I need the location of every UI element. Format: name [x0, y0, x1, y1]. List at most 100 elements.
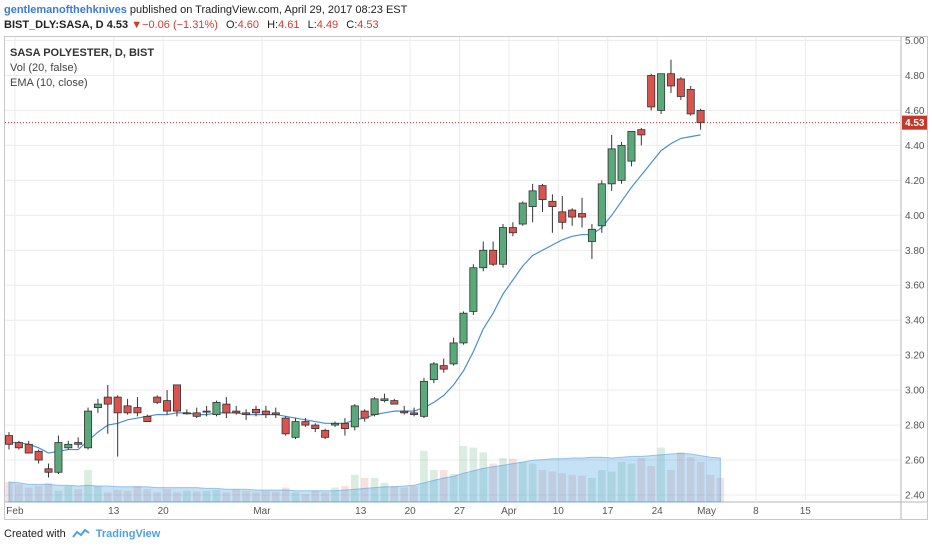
y-tick-label: 3.00: [905, 386, 925, 397]
candle-body[interactable]: [617, 144, 626, 181]
candle-body[interactable]: [113, 396, 122, 414]
candle-body[interactable]: [232, 410, 241, 414]
x-tick-label: 20: [158, 506, 170, 517]
candle-body[interactable]: [212, 401, 221, 415]
volume-bar: [24, 487, 33, 502]
candle-body[interactable]: [222, 403, 231, 414]
candle-body[interactable]: [143, 415, 152, 422]
candle-body[interactable]: [449, 342, 458, 365]
legend-ema[interactable]: EMA (10, close): [10, 77, 88, 89]
volume-bar: [183, 490, 191, 502]
candle-body[interactable]: [548, 200, 557, 207]
legend-volume[interactable]: Vol (20, false): [10, 62, 78, 74]
candle-body[interactable]: [251, 408, 260, 414]
candle-body[interactable]: [133, 407, 142, 414]
candle-body[interactable]: [182, 412, 191, 415]
volume-bar: [163, 489, 171, 502]
candle-body[interactable]: [202, 410, 211, 413]
candle-body[interactable]: [291, 421, 300, 438]
candle-body[interactable]: [271, 412, 280, 415]
candle-body[interactable]: [627, 130, 636, 162]
volume-bar: [607, 471, 616, 502]
quote-line: BIST_DLY:SASA, D 4.53 ▼−0.06 (−1.31%) O:…: [4, 19, 379, 31]
y-tick-label: 4.20: [905, 176, 925, 187]
candle-body[interactable]: [400, 410, 409, 414]
candle-body[interactable]: [568, 209, 577, 218]
volume-bar: [696, 462, 705, 502]
candle-body[interactable]: [666, 73, 675, 87]
candle-body[interactable]: [410, 412, 419, 415]
volume-bar: [686, 457, 695, 502]
candle-body[interactable]: [24, 443, 33, 454]
candle-body[interactable]: [607, 148, 616, 185]
candle-body[interactable]: [676, 78, 685, 97]
candle-body[interactable]: [340, 422, 349, 429]
candle-body[interactable]: [350, 405, 359, 428]
candle-body[interactable]: [93, 403, 102, 409]
candle-body[interactable]: [123, 405, 132, 414]
candle-body[interactable]: [578, 213, 587, 218]
volume-bar: [706, 474, 715, 502]
volume-bar: [232, 489, 241, 502]
candle-body[interactable]: [360, 410, 369, 419]
candle-body[interactable]: [84, 410, 93, 449]
candle-body[interactable]: [153, 396, 162, 403]
candle-body[interactable]: [459, 312, 468, 344]
price-chart[interactable]: 5.00 4.80 4.60 4.40 4.20 4.00 3.80 3.60 3.40 3.20…: [4, 36, 927, 519]
candle-body[interactable]: [538, 185, 547, 200]
chart-panel[interactable]: 5.00 4.80 4.60 4.40 4.20 4.00 3.80 3.60 3.40 3.20…: [4, 36, 928, 520]
volume-bar: [400, 487, 408, 502]
candle-body[interactable]: [44, 468, 53, 473]
symbol-label[interactable]: BIST_DLY:SASA, D: [4, 19, 104, 31]
last-price-badge: [902, 115, 927, 130]
candle-body[interactable]: [4, 435, 13, 445]
volume-bar: [677, 452, 685, 502]
candle-body[interactable]: [647, 75, 656, 108]
candle-body[interactable]: [172, 384, 181, 412]
candle-body[interactable]: [242, 412, 251, 415]
y-tick-label: 3.60: [905, 281, 925, 292]
candle-body[interactable]: [587, 228, 596, 242]
y-tick-label: 3.20: [905, 351, 925, 362]
candle-body[interactable]: [479, 249, 488, 269]
candle-body[interactable]: [370, 398, 379, 415]
candle-body[interactable]: [301, 421, 310, 426]
candle-body[interactable]: [657, 73, 666, 111]
candle-body[interactable]: [380, 398, 389, 402]
candle-body[interactable]: [558, 211, 567, 223]
candle-body[interactable]: [64, 443, 73, 449]
candle-body[interactable]: [498, 227, 507, 265]
x-tick-label: 17: [602, 506, 614, 517]
candle-body[interactable]: [14, 442, 23, 449]
candle-body[interactable]: [637, 129, 646, 136]
candle-body[interactable]: [528, 190, 537, 207]
author-link[interactable]: gentlemanofthehknives: [4, 4, 127, 16]
candle-body[interactable]: [696, 110, 705, 124]
publish-header: gentlemanofthehknives published on Tradi…: [4, 4, 407, 16]
candle-body[interactable]: [439, 365, 448, 370]
candle-body[interactable]: [311, 424, 320, 429]
candle-body[interactable]: [261, 410, 270, 415]
candle-body[interactable]: [321, 429, 330, 438]
candle-body[interactable]: [74, 442, 83, 445]
candle-body[interactable]: [34, 450, 43, 461]
candle-body[interactable]: [518, 202, 527, 225]
tradingview-brand[interactable]: TradingView: [95, 528, 161, 540]
candle-body[interactable]: [331, 422, 340, 426]
candle-body[interactable]: [192, 412, 201, 417]
candle-body[interactable]: [103, 396, 112, 405]
candle-body[interactable]: [469, 267, 478, 312]
candle-body[interactable]: [429, 363, 438, 381]
candle-body[interactable]: [281, 417, 290, 435]
volume-bar: [34, 486, 43, 502]
candle-body[interactable]: [163, 400, 172, 412]
candle-body[interactable]: [390, 400, 399, 405]
candle-body[interactable]: [686, 89, 695, 115]
candle-body[interactable]: [508, 227, 517, 234]
candle-body[interactable]: [419, 380, 428, 417]
volume-bar: [74, 489, 82, 502]
candle-body[interactable]: [597, 183, 606, 227]
candle-body[interactable]: [489, 249, 498, 265]
x-tick-label: 15: [800, 506, 812, 517]
candle-body[interactable]: [54, 442, 63, 473]
